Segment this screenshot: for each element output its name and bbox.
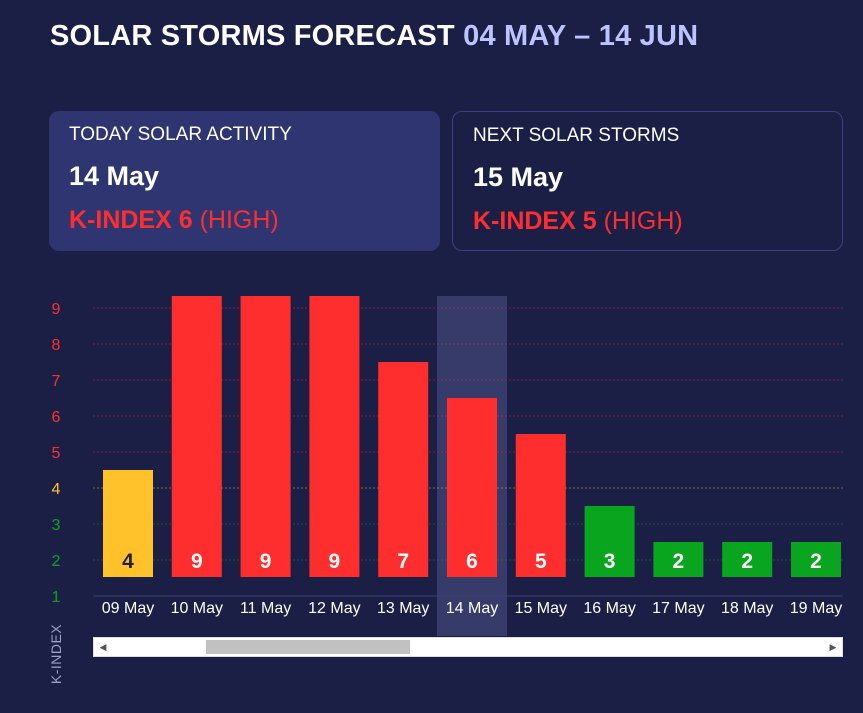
bar: [722, 542, 773, 577]
y-tick-label: 6: [52, 409, 61, 426]
bar-value-label: 5: [535, 550, 547, 573]
bar-value-label: 2: [810, 550, 822, 573]
today-k-index: K-INDEX 6: [69, 206, 193, 234]
y-axis-title: K-INDEX: [48, 623, 64, 685]
bar: [515, 434, 566, 577]
x-tick-label: 19 May: [790, 600, 842, 617]
today-card-date: 14 May: [69, 161, 160, 191]
x-tick-label: 15 May: [515, 600, 567, 617]
bar-value-label: 9: [191, 550, 203, 573]
scroll-thumb[interactable]: [206, 640, 410, 654]
bar-value-label: 6: [466, 550, 478, 573]
bar-value-label: 9: [329, 550, 341, 573]
x-tick-label: 13 May: [377, 600, 429, 617]
bar-value-label: 4: [122, 550, 134, 573]
today-card-index: K-INDEX 6 (HIGH): [69, 206, 279, 235]
bar: [309, 296, 360, 577]
bar-value-label: 2: [673, 550, 685, 573]
today-activity-card: TODAY SOLAR ACTIVITY 14 May K-INDEX 6 (H…: [49, 111, 440, 251]
next-card-label: NEXT SOLAR STORMS: [473, 125, 680, 146]
bar: [584, 506, 635, 577]
bar: [171, 296, 222, 577]
bar-value-label: 7: [397, 550, 409, 573]
x-tick-label: 17 May: [652, 600, 704, 617]
x-tick-label: 10 May: [171, 600, 223, 617]
chart-scrollbar[interactable]: ◀ ▶: [93, 637, 843, 657]
bar: [103, 470, 153, 577]
y-tick-label: 5: [52, 445, 61, 462]
bar: [653, 542, 704, 577]
x-tick-label: 16 May: [583, 600, 635, 617]
next-level: (HIGH): [603, 207, 683, 235]
bar-value-label: 3: [604, 550, 616, 573]
bar-value-label: 2: [741, 550, 753, 573]
y-tick-label: 4: [52, 481, 61, 498]
bar: [791, 542, 841, 577]
x-tick-label: 18 May: [721, 600, 773, 617]
y-tick-label: 1: [52, 589, 61, 606]
today-level: (HIGH): [199, 206, 279, 234]
bar: [240, 296, 291, 577]
y-tick-label: 2: [52, 553, 61, 570]
bar: [378, 362, 429, 577]
next-storms-card: NEXT SOLAR STORMS 15 May K-INDEX 5 (HIGH…: [452, 111, 843, 251]
y-tick-label: 7: [52, 373, 61, 390]
y-tick-label: 3: [52, 517, 61, 534]
y-tick-label: 9: [52, 301, 61, 318]
date-range: 04 MAY – 14 JUN: [463, 20, 699, 52]
scroll-right-arrow-icon[interactable]: ▶: [829, 642, 837, 652]
x-tick-label: 09 May: [102, 600, 154, 617]
bar: [447, 398, 497, 577]
bar-value-label: 9: [260, 550, 272, 573]
x-tick-label: 11 May: [240, 600, 291, 617]
next-k-index: K-INDEX 5: [473, 207, 597, 235]
next-card-index: K-INDEX 5 (HIGH): [473, 207, 683, 236]
next-card-date: 15 May: [473, 162, 564, 192]
scroll-left-arrow-icon[interactable]: ◀: [99, 642, 107, 652]
page-title: SOLAR STORMS FORECAST 04 MAY – 14 JUN: [50, 20, 698, 53]
title-text: SOLAR STORMS FORECAST: [50, 20, 455, 52]
today-card-label: TODAY SOLAR ACTIVITY: [69, 124, 292, 145]
x-tick-label: 12 May: [308, 600, 360, 617]
x-tick-label: 14 May: [446, 600, 498, 617]
y-tick-label: 8: [52, 337, 61, 354]
